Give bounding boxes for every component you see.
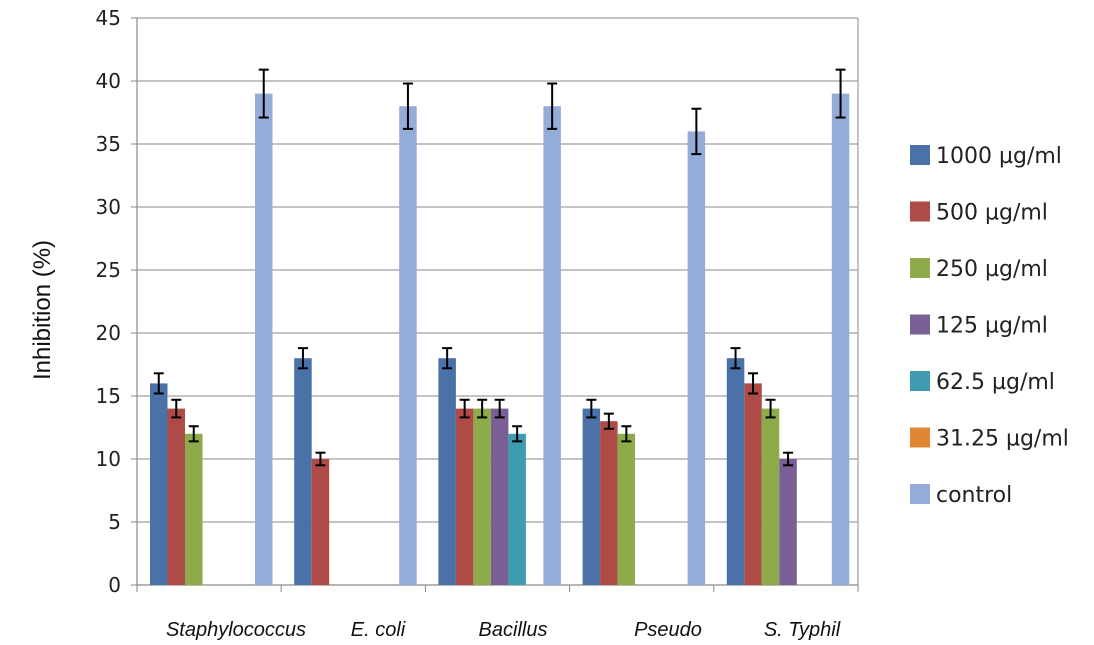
legend-swatch — [910, 371, 930, 391]
tick-labels: 0 5 10 15 20 25 30 35 40 45 — [96, 6, 121, 597]
bar — [294, 358, 312, 585]
legend-swatch — [910, 427, 930, 448]
bar — [744, 383, 762, 585]
bar — [543, 106, 561, 585]
bar — [600, 421, 618, 585]
bar — [167, 408, 185, 585]
legend-swatch — [910, 314, 930, 335]
bar — [617, 433, 636, 585]
error-bars — [153, 68, 846, 467]
x-category-label: Pseudo — [634, 619, 702, 641]
legend-label: 31.25 µg/ml — [936, 427, 1069, 452]
bar — [582, 408, 601, 585]
bar — [255, 93, 273, 585]
bar — [455, 408, 474, 585]
bar — [508, 433, 526, 585]
legend-label: 500 µg/ml — [936, 201, 1048, 226]
y-tick-label: 40 — [96, 69, 121, 93]
y-axis-label: Inhibition (%) — [29, 240, 56, 380]
x-category-label: E. coli — [351, 619, 406, 641]
x-category-label: Bacillus — [479, 619, 548, 641]
y-tick-label: 10 — [96, 447, 121, 471]
bar — [831, 93, 850, 585]
y-tick-label: 0 — [108, 573, 121, 597]
bar — [779, 459, 797, 585]
legend-label: 125 µg/ml — [936, 314, 1048, 339]
bars — [150, 93, 850, 585]
legend-label: 1000 µg/ml — [936, 144, 1062, 169]
y-tick-label: 30 — [96, 195, 121, 219]
y-tick-label: 5 — [108, 510, 121, 534]
bar — [311, 459, 330, 585]
bar — [687, 131, 706, 585]
bar — [399, 106, 417, 585]
legend-swatch — [910, 201, 930, 222]
bar — [185, 433, 203, 585]
y-tick-label: 15 — [96, 384, 121, 408]
y-tick-label: 35 — [96, 132, 121, 156]
bar — [726, 358, 745, 585]
legend-label: control — [936, 483, 1012, 508]
bar — [490, 408, 509, 585]
bar — [473, 408, 491, 585]
y-tick-label: 45 — [96, 6, 121, 30]
bar — [150, 383, 168, 585]
legend-swatch — [910, 258, 930, 278]
bar — [438, 358, 456, 585]
legend-label: 250 µg/ml — [936, 257, 1048, 282]
category-labels: Staphylococcus E. coli Bacillus Pseudo S. Ty… — [166, 619, 841, 641]
legend-label: 62.5 µg/ml — [936, 370, 1055, 395]
legend: 1000 µg/ml 500 µg/ml 250 µg/ml 125 µg/ml 62.… — [910, 144, 1069, 508]
x-category-label: Staphylococcus — [166, 619, 306, 641]
y-tick-label: 20 — [96, 321, 121, 345]
x-category-label: S. Typhil — [764, 619, 841, 641]
legend-swatch — [910, 484, 930, 504]
legend-swatch — [910, 145, 930, 165]
bar — [761, 408, 780, 585]
y-tick-label: 25 — [96, 258, 121, 282]
